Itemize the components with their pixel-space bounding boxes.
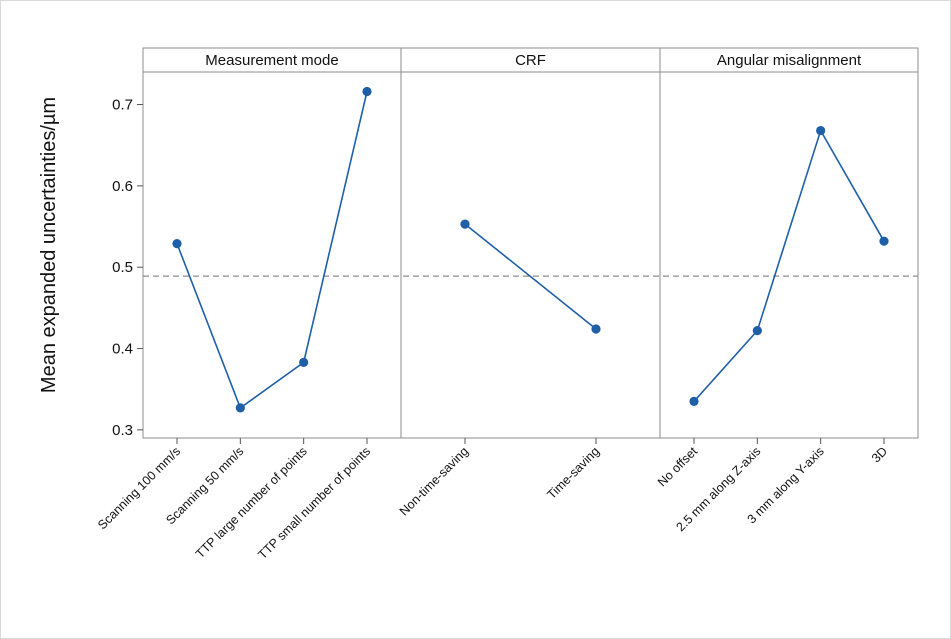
- x-tick-label: TTP small number of points: [255, 444, 373, 562]
- x-tick-label: TTP large number of points: [193, 444, 310, 561]
- y-tick-label: 0.5: [112, 259, 133, 276]
- data-point: [299, 357, 309, 367]
- y-tick-label: 0.7: [112, 97, 133, 114]
- x-tick-label: Time-saving: [544, 444, 602, 502]
- plot-frame: [142, 47, 919, 439]
- data-point: [235, 403, 245, 413]
- y-tick-label: 0.3: [112, 422, 133, 439]
- series-line-panel-2: [464, 223, 597, 330]
- x-tick-label: 3D: [869, 444, 890, 465]
- x-tick-label: No offset: [655, 444, 700, 489]
- data-point: [752, 326, 762, 336]
- data-point: [460, 219, 470, 229]
- data-point: [362, 86, 372, 97]
- data-point: [591, 324, 601, 334]
- series-line-panel-3: [693, 128, 885, 402]
- data-point: [816, 125, 826, 136]
- y-tick-label: 0.6: [112, 178, 133, 195]
- y-tick-label: 0.4: [112, 341, 133, 358]
- panel-title-3: Angular misalignment: [717, 52, 862, 69]
- x-tick-label: Non-time-saving: [397, 444, 471, 518]
- data-point: [172, 239, 182, 249]
- data-point: [879, 236, 889, 246]
- panel-title-1: Measurement mode: [205, 52, 338, 69]
- panel-title-2: CRF: [515, 52, 546, 69]
- series-line-panel-1: [176, 91, 368, 410]
- y-axis-label: Mean expanded uncertainties/µm: [38, 97, 60, 393]
- data-point: [689, 396, 699, 406]
